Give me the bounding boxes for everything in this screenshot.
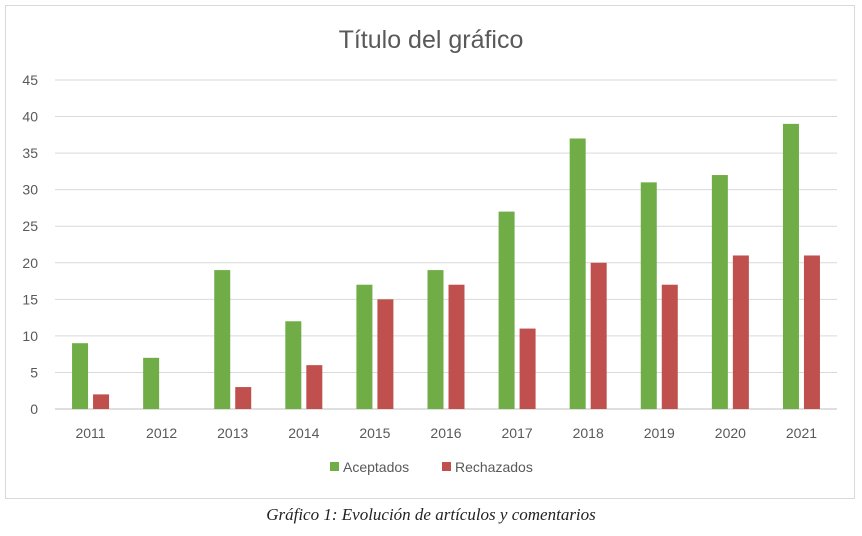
y-tick-label: 15 xyxy=(22,291,38,307)
y-tick-label: 35 xyxy=(22,145,38,161)
figure-caption: Gráfico 1: Evolución de artículos y come… xyxy=(266,505,596,524)
y-tick-label: 45 xyxy=(22,72,38,88)
x-tick-label: 2020 xyxy=(715,425,746,441)
legend: Aceptados Rechazados xyxy=(330,459,533,475)
bar-aceptados-2021 xyxy=(782,123,799,409)
bar-aceptados-2011 xyxy=(72,343,89,409)
legend-label-aceptados: Aceptados xyxy=(343,459,409,475)
x-tick-label: 2019 xyxy=(644,425,675,441)
y-tick-label: 10 xyxy=(22,328,38,344)
y-tick-label: 25 xyxy=(22,218,38,234)
chart-title: Título del gráfico xyxy=(339,26,524,54)
bar-rechazados-2018 xyxy=(590,262,607,409)
bar-aceptados-2019 xyxy=(640,182,657,409)
x-tick-label: 2016 xyxy=(430,425,461,441)
bar-chart: Título del gráfico 0 5 10 15 20 25 30 35 40 45 20… xyxy=(22,26,837,475)
bar-aceptados-2012 xyxy=(143,357,160,409)
bar-aceptados-2016 xyxy=(427,270,444,409)
bar-rechazados-2011 xyxy=(93,394,110,409)
bar-aceptados-2013 xyxy=(214,270,231,409)
bar-aceptados-2018 xyxy=(569,138,586,409)
x-tick-label: 2013 xyxy=(217,425,248,441)
x-tick-label: 2015 xyxy=(359,425,390,441)
x-tick-label: 2011 xyxy=(75,425,105,441)
bar-aceptados-2020 xyxy=(711,175,728,409)
y-tick-label: 0 xyxy=(30,401,38,417)
legend-swatch-aceptados xyxy=(330,462,339,471)
y-axis-ticks: 0 5 10 15 20 25 30 35 40 45 xyxy=(22,72,38,417)
y-tick-label: 5 xyxy=(30,364,38,380)
bars xyxy=(72,123,820,409)
x-tick-label: 2014 xyxy=(288,425,319,441)
x-tick-label: 2018 xyxy=(573,425,604,441)
legend-swatch-rechazados xyxy=(442,462,451,471)
x-tick-label: 2021 xyxy=(786,425,817,441)
bar-rechazados-2014 xyxy=(306,365,323,409)
x-axis-ticks: 2011 2012 2013 2014 2015 2016 2017 2018 2019 2020… xyxy=(75,425,817,441)
bar-rechazados-2020 xyxy=(732,255,749,409)
y-tick-label: 40 xyxy=(22,109,38,125)
x-tick-label: 2012 xyxy=(146,425,177,441)
bar-rechazados-2016 xyxy=(448,284,465,409)
bar-rechazados-2017 xyxy=(519,328,536,409)
bar-rechazados-2015 xyxy=(377,299,394,409)
y-tick-label: 20 xyxy=(22,255,38,271)
bar-rechazados-2019 xyxy=(661,284,678,409)
bar-aceptados-2015 xyxy=(356,284,373,409)
bar-rechazados-2021 xyxy=(803,255,820,409)
legend-label-rechazados: Rechazados xyxy=(455,459,533,475)
bar-aceptados-2014 xyxy=(285,321,302,409)
gridlines xyxy=(55,79,837,410)
x-tick-label: 2017 xyxy=(502,425,533,441)
bar-rechazados-2013 xyxy=(235,387,252,409)
bar-aceptados-2017 xyxy=(498,211,515,409)
y-tick-label: 30 xyxy=(22,182,38,198)
